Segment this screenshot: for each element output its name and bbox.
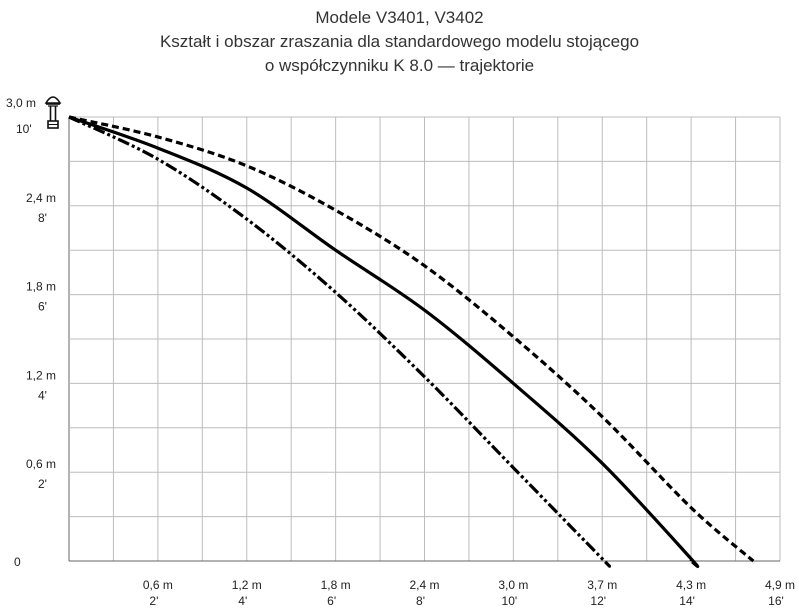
x-tick-label-ft: 16' xyxy=(768,594,784,608)
series-group xyxy=(68,115,755,569)
y-tick-label-ft: 4' xyxy=(38,388,47,402)
y-tick-label-ft: 0 xyxy=(14,555,21,569)
x-tick-label-m: 4,3 m xyxy=(676,578,706,592)
x-tick-label-m: 1,8 m xyxy=(321,578,351,592)
y-tick-label-m: 0,6 m xyxy=(26,457,56,471)
x-tick-label-ft: 6' xyxy=(327,594,336,608)
y-tick-label-ft: 2' xyxy=(38,477,47,491)
y-tick-label-ft: 8' xyxy=(38,211,47,225)
y-tick-label-m: 2,4 m xyxy=(26,191,56,205)
x-tick-label-ft: 2' xyxy=(149,594,158,608)
x-tick-label-m: 4,9 m xyxy=(765,578,795,592)
tick-labels: 0 0,6 m 2' 1,2 m 4' 1,8 m 6' 2,4 m 8' 3,0 m 10' 0,6… xyxy=(6,96,795,608)
title-line-2: Kształt i obszar zraszania dla standardo… xyxy=(159,32,640,51)
x-tick-label-m: 2,4 m xyxy=(409,578,439,592)
y-tick-label-ft: 6' xyxy=(38,300,47,314)
x-tick-label-m: 0,6 m xyxy=(143,578,173,592)
series-line-solid xyxy=(68,115,700,569)
y-tick-label-ft: 10' xyxy=(16,122,32,136)
grid xyxy=(68,116,781,562)
x-tick-label-ft: 14' xyxy=(679,594,695,608)
y-tick-label-m: 3,0 m xyxy=(6,96,36,110)
x-tick-label-ft: 8' xyxy=(416,594,425,608)
x-tick-label-m: 1,2 m xyxy=(232,578,262,592)
series-line-dash-dot-dot xyxy=(68,115,612,568)
sprinkler-head-icon xyxy=(44,96,62,129)
x-tick-label-ft: 4' xyxy=(238,594,247,608)
series-line-dashed xyxy=(68,115,755,563)
x-tick-label-ft: 12' xyxy=(590,594,606,608)
title-line-3: o współczynniku K 8.0 — trajektorie xyxy=(264,56,535,75)
x-tick-label-m: 3,7 m xyxy=(587,578,617,592)
x-tick-label-m: 3,0 m xyxy=(498,578,528,592)
x-tick-label-ft: 10' xyxy=(502,594,518,608)
y-tick-label-m: 1,2 m xyxy=(26,368,56,382)
title-line-1: Modele V3401, V3402 xyxy=(315,8,484,27)
y-tick-label-m: 1,8 m xyxy=(26,280,56,294)
chart-title: Modele V3401, V3402 Kształt i obszar zra… xyxy=(0,6,799,78)
